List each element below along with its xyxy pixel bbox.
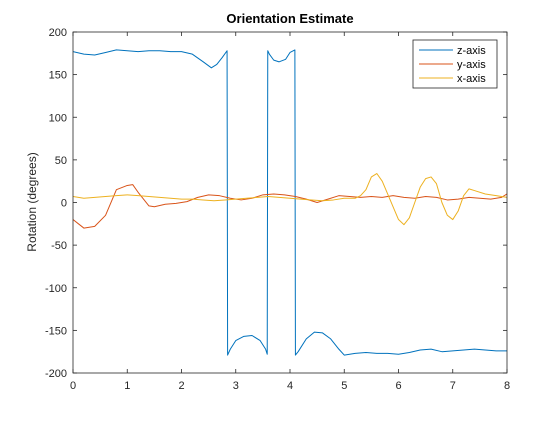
legend-label: z-axis xyxy=(457,45,486,57)
series-lines xyxy=(73,49,507,356)
legend: z-axis y-axis x-axis xyxy=(412,39,498,89)
y-tick-label: 100 xyxy=(49,112,67,124)
series-line-x-axis xyxy=(73,173,507,226)
y-tick-label: 50 xyxy=(55,155,67,167)
x-tick-label: 1 xyxy=(124,380,130,392)
y-tick-label: -200 xyxy=(45,368,67,380)
x-tick-label: 8 xyxy=(504,380,510,392)
x-tick-label: 2 xyxy=(178,380,184,392)
plot-background xyxy=(73,32,507,373)
x-tick-label: 5 xyxy=(341,380,347,392)
x-tick-label: 4 xyxy=(287,380,293,392)
y-tick-label: -100 xyxy=(45,283,67,295)
y-tick-label: -150 xyxy=(45,325,67,337)
x-tick-label: 0 xyxy=(70,380,76,392)
x-tick-label: 3 xyxy=(233,380,239,392)
y-tick-label: 150 xyxy=(49,70,67,82)
x-tick-label: 7 xyxy=(450,380,456,392)
y-tick-label: 200 xyxy=(49,27,67,39)
series-line-z-axis xyxy=(73,49,507,356)
chart-title: Orientation Estimate xyxy=(226,11,353,26)
y-tick-label: -50 xyxy=(51,240,67,252)
series-line-y-axis xyxy=(73,184,507,229)
y-axis-label: Rotation (degrees) xyxy=(25,152,39,251)
legend-label: y-axis xyxy=(457,59,486,71)
legend-label: x-axis xyxy=(457,73,486,85)
plot-area: 0 1 2 3 4 5 6 7 8 200 150 100 50 0 -50 -100 -150 -200 xyxy=(45,27,510,392)
x-tick-label: 6 xyxy=(395,380,401,392)
y-tick-label: 0 xyxy=(61,198,67,210)
